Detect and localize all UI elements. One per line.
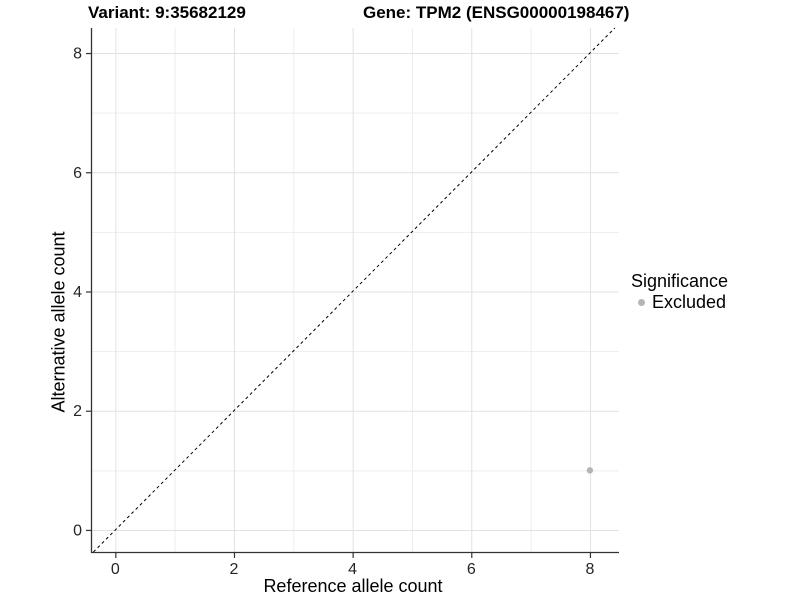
x-tick-label-8: 8: [585, 561, 594, 578]
x-tick-label-0: 0: [111, 561, 120, 578]
x-tick-label-2: 2: [230, 561, 239, 578]
identity-reference-line: [93, 27, 616, 553]
x-tick-label-4: 4: [348, 561, 357, 578]
x-axis-title: Reference allele count: [263, 576, 443, 596]
legend-item-excluded: Excluded: [631, 292, 728, 312]
legend-title: Significance: [631, 271, 729, 291]
gene-title: Gene: TPM2 (ENSG00000198467): [363, 3, 630, 22]
y-axis-title: Alternative allele count: [48, 231, 69, 413]
y-tick-label-0: 0: [73, 522, 82, 539]
y-tick-label-4: 4: [73, 284, 82, 301]
excluded-point-icon: [638, 298, 645, 306]
y-tick-label-8: 8: [73, 46, 82, 63]
variant-title: Variant: 9:35682129: [88, 3, 246, 22]
y-tick-label-6: 6: [73, 165, 82, 182]
legend-item-label: Excluded: [652, 291, 727, 312]
y-tick-label-2: 2: [73, 403, 82, 420]
x-tick-label-6: 6: [467, 561, 476, 578]
legend: Significance Excluded: [631, 270, 728, 312]
data-point-0: [586, 467, 594, 474]
